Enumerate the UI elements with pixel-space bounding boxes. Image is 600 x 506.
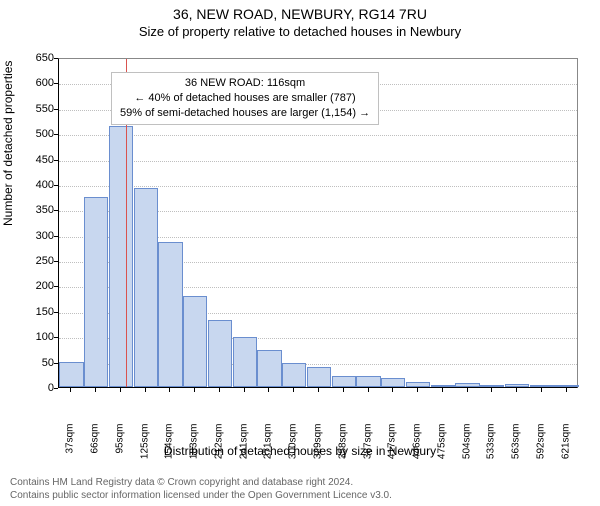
y-tick-label: 300 xyxy=(0,230,54,242)
y-tick-label: 0 xyxy=(0,382,54,394)
histogram-bar xyxy=(406,382,430,387)
histogram-bar xyxy=(505,384,529,387)
histogram-bar xyxy=(59,362,83,387)
y-tick-label: 400 xyxy=(0,179,54,191)
x-tick-mark xyxy=(566,388,567,392)
x-tick-mark xyxy=(442,388,443,392)
histogram-bar xyxy=(109,126,133,387)
annotation-line: ← 40% of detached houses are smaller (78… xyxy=(120,91,370,106)
page-subtitle: Size of property relative to detached ho… xyxy=(0,24,600,39)
plot-area: 36 NEW ROAD: 116sqm← 40% of detached hou… xyxy=(58,58,578,388)
chart-container: Number of detached properties 0501001502… xyxy=(0,46,600,446)
x-tick-mark xyxy=(392,388,393,392)
histogram-bar xyxy=(233,337,257,387)
histogram-bar xyxy=(307,367,331,387)
annotation-box: 36 NEW ROAD: 116sqm← 40% of detached hou… xyxy=(111,72,379,125)
histogram-bar xyxy=(282,363,306,387)
y-tick-label: 500 xyxy=(0,128,54,140)
page-title: 36, NEW ROAD, NEWBURY, RG14 7RU xyxy=(0,6,600,22)
histogram-bar xyxy=(84,197,108,387)
y-tick-label: 350 xyxy=(0,204,54,216)
histogram-bar xyxy=(257,350,281,387)
footer-line2: Contains public sector information licen… xyxy=(10,490,392,503)
y-tick-mark xyxy=(54,388,58,389)
y-tick-label: 150 xyxy=(0,306,54,318)
x-tick-mark xyxy=(194,388,195,392)
x-tick-mark xyxy=(219,388,220,392)
histogram-bar xyxy=(381,378,405,387)
y-tick-label: 600 xyxy=(0,77,54,89)
annotation-line: 36 NEW ROAD: 116sqm xyxy=(120,76,370,91)
gridline xyxy=(59,161,577,162)
y-tick-label: 450 xyxy=(0,154,54,166)
x-tick-mark xyxy=(318,388,319,392)
gridline xyxy=(59,135,577,136)
x-tick-mark xyxy=(541,388,542,392)
x-tick-mark xyxy=(95,388,96,392)
x-tick-mark xyxy=(491,388,492,392)
y-tick-label: 650 xyxy=(0,52,54,64)
footer-attribution: Contains HM Land Registry data © Crown c… xyxy=(10,477,392,502)
x-tick-mark xyxy=(467,388,468,392)
histogram-bar xyxy=(134,188,158,387)
histogram-bar xyxy=(455,383,479,387)
y-tick-label: 50 xyxy=(0,357,54,369)
histogram-bar xyxy=(332,376,356,387)
y-tick-label: 100 xyxy=(0,331,54,343)
annotation-line: 59% of semi-detached houses are larger (… xyxy=(120,106,370,121)
histogram-bar xyxy=(480,385,504,387)
gridline xyxy=(59,186,577,187)
x-tick-mark xyxy=(516,388,517,392)
histogram-bar xyxy=(356,376,380,387)
histogram-bar xyxy=(554,385,578,387)
histogram-bar xyxy=(158,242,182,387)
x-tick-mark xyxy=(145,388,146,392)
histogram-bar xyxy=(208,320,232,387)
x-tick-mark xyxy=(368,388,369,392)
x-tick-mark xyxy=(343,388,344,392)
x-tick-mark xyxy=(244,388,245,392)
y-tick-label: 550 xyxy=(0,103,54,115)
x-tick-mark xyxy=(169,388,170,392)
x-tick-mark xyxy=(70,388,71,392)
histogram-bar xyxy=(183,296,207,387)
x-tick-mark xyxy=(293,388,294,392)
y-tick-label: 200 xyxy=(0,280,54,292)
footer-line1: Contains HM Land Registry data © Crown c… xyxy=(10,477,392,490)
x-tick-mark xyxy=(417,388,418,392)
histogram-bar xyxy=(431,385,455,387)
histogram-bar xyxy=(530,385,554,387)
y-tick-label: 250 xyxy=(0,255,54,267)
x-tick-mark xyxy=(268,388,269,392)
x-tick-mark xyxy=(120,388,121,392)
x-axis-label: Distribution of detached houses by size … xyxy=(0,444,600,458)
